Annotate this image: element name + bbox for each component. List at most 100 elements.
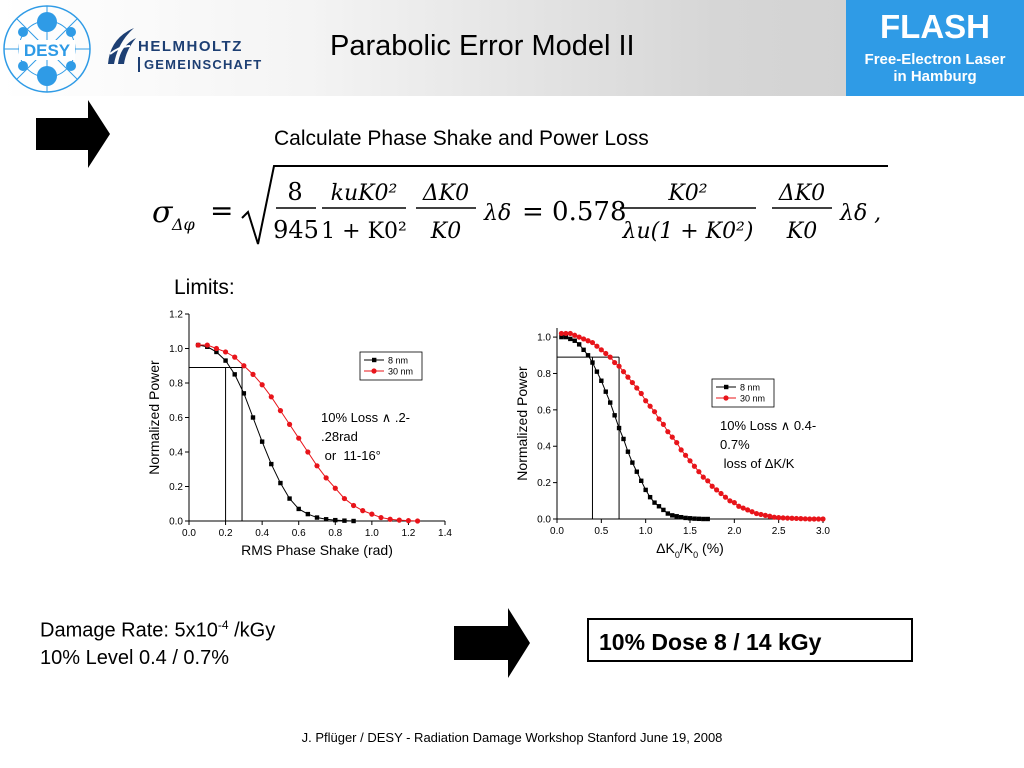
data-point (603, 389, 608, 394)
legend-box (359, 351, 423, 381)
data-point (222, 349, 229, 355)
formula-sigma-sub: Δφ (171, 215, 196, 234)
x-tick-label: 1.0 (639, 526, 653, 537)
flash-title: FLASH (880, 8, 990, 45)
data-point (643, 487, 648, 493)
data-point (576, 334, 582, 340)
data-point (669, 434, 675, 440)
footer-text: J. Pflüger / DESY - Radiation Damage Wor… (301, 730, 723, 745)
phase-shake-formula: σ Δφ = 8 945 kuK0² 1 + K0² ΔK0 K0 λδ = 0… (152, 165, 888, 245)
x-tick-label: 0.5 (594, 526, 608, 537)
helmholtz-logo: HELMHOLTZ GEMEINSCHAFT (104, 22, 274, 82)
formula-lambda2: λδ , (839, 201, 881, 226)
data-point (753, 510, 760, 517)
level-line: 10% Level 0.4 / 0.7% (40, 646, 230, 669)
dose-result-box: 10% Dose 8 / 14 kGy (587, 618, 913, 662)
series-line-0 (561, 336, 708, 520)
data-point (665, 511, 671, 516)
flash-subtitle-1: Free-Electron Laser (864, 51, 1006, 68)
annotation-line: 0.7% (720, 437, 750, 452)
data-point (625, 374, 631, 380)
data-point (603, 350, 609, 357)
x-axis-label: ΔK0/K0 (%) (656, 540, 724, 560)
damage-rate-text: Damage Rate: 5x10-4 /kGy 10% Level 0.4 /… (40, 612, 275, 672)
data-point (598, 347, 604, 353)
helmholtz-line1: HELMHOLTZ (138, 38, 243, 55)
data-point (682, 452, 689, 458)
data-point (576, 342, 582, 347)
damage-rate-line: Damage Rate: 5x10-4 /kGy (40, 618, 276, 642)
legend-marker (724, 384, 729, 390)
y-tick-label: 1.0 (169, 344, 183, 355)
formula-frac4-num: K0² (667, 181, 707, 206)
x-tick-label: 1.5 (683, 526, 697, 537)
formula-frac4-den: λu(1 + K0²) (622, 219, 754, 244)
data-point (567, 330, 573, 337)
formula-lambda1: λδ (483, 201, 511, 226)
data-point (687, 458, 693, 464)
data-point (332, 485, 338, 491)
data-point (296, 435, 302, 441)
data-point (378, 514, 384, 521)
data-point (691, 463, 698, 469)
x-tick-label: 2.5 (772, 526, 786, 537)
data-point (696, 516, 702, 522)
data-point (674, 514, 679, 519)
annotation-line: .28rad (321, 429, 358, 444)
data-point (572, 332, 578, 338)
data-point (259, 382, 265, 388)
x-tick-label: 0.4 (255, 528, 269, 539)
legend-marker (371, 368, 377, 374)
data-point (820, 516, 826, 522)
data-point (323, 475, 329, 481)
data-point (762, 512, 768, 518)
x-tick-label: 0.0 (182, 528, 196, 539)
data-point (643, 398, 649, 404)
data-point (250, 415, 256, 420)
data-point (323, 517, 329, 522)
data-point (616, 363, 622, 369)
annotation-line: 10% Loss ∧ .2- (321, 410, 410, 425)
data-point (351, 518, 356, 524)
data-point (214, 349, 219, 355)
formula-frac1-num: 8 (287, 178, 302, 206)
data-point (731, 500, 737, 506)
x-tick-label: 0.6 (292, 528, 306, 539)
y-tick-label: 0.2 (169, 482, 183, 493)
data-point (784, 515, 791, 521)
annotation-line: 10% Loss ∧ 0.4- (720, 418, 816, 433)
data-point (620, 369, 627, 375)
data-point (705, 516, 710, 522)
formula-frac2-num: kuK0² (331, 181, 398, 206)
data-point (314, 515, 320, 520)
data-point (736, 503, 742, 509)
formula-frac3-num: ΔK0 (422, 181, 469, 206)
y-tick-label: 0.8 (537, 369, 551, 380)
data-point (789, 515, 795, 521)
data-point (718, 490, 724, 497)
formula-frac5-den: K0 (786, 219, 817, 244)
formula-eq1: = (210, 194, 233, 227)
formula-sigma: σ (152, 195, 174, 230)
legend-box (711, 378, 775, 408)
desy-logo: DESY (3, 5, 91, 93)
data-point (232, 354, 238, 360)
data-point (204, 342, 210, 348)
data-point (599, 378, 604, 383)
y-axis-label: Normalized Power (146, 360, 162, 475)
y-tick-label: 0.4 (537, 442, 551, 453)
data-point (625, 449, 631, 454)
chart-phase-shake: 0.0 0.2 0.4 0.6 0.8 1.0 1.2 1.4 0.0 0.2 0.4 0.6 0.8 1… (146, 310, 452, 559)
y-tick-label: 0.0 (169, 517, 183, 528)
data-point (333, 517, 338, 523)
y-tick-label: 0.6 (169, 413, 183, 424)
data-point (405, 518, 412, 524)
legend-label: 8 nm (740, 383, 760, 393)
y-tick-label: 0.0 (537, 515, 551, 526)
y-tick-label: 1.2 (169, 310, 183, 321)
annotation-line: or 11-16° (321, 448, 381, 463)
data-point (701, 516, 706, 522)
data-point (709, 483, 715, 489)
formula-eq2: = 0.578 (522, 197, 626, 227)
formula-frac1-den: 945 (273, 216, 319, 244)
